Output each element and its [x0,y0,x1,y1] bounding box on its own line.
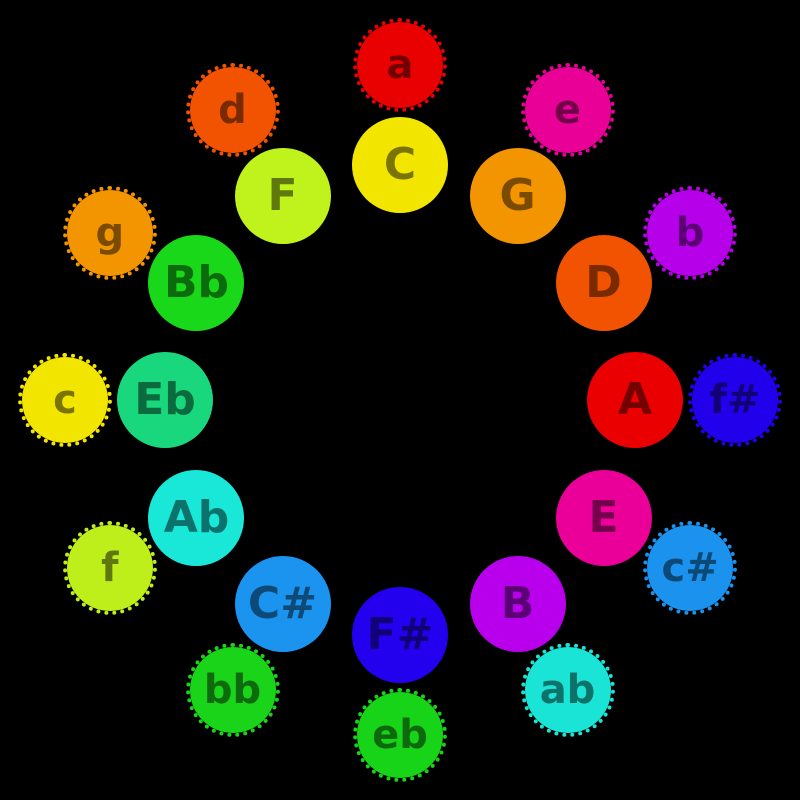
inner-key-label: G [499,174,535,218]
outer-key-node-e: e [523,65,613,155]
inner-key-node-Ab: Ab [148,470,244,566]
outer-key-label: d [218,90,247,130]
outer-key-label: e [554,90,581,130]
inner-key-label: Ab [164,496,230,540]
outer-key-node-ab: ab [523,645,613,735]
outer-key-node-csharp: c# [645,523,735,613]
outer-key-label: c# [661,548,718,588]
inner-key-node-Fsharp: F# [352,587,448,683]
inner-key-label: C [384,143,416,187]
outer-key-node-a: a [355,20,445,110]
outer-key-label: ab [540,670,596,710]
outer-key-node-d: d [188,65,278,155]
outer-key-node-bb: bb [188,645,278,735]
inner-key-label: Bb [164,261,229,305]
inner-key-label: C# [248,582,317,626]
inner-key-label: A [618,378,652,422]
outer-key-node-f: f [65,523,155,613]
outer-key-label: eb [372,715,428,755]
circle-of-fifths-diagram: Ca Ge Db Af# Ec# Bab F# eb C# bb Ab f Eb c Bbg Fd [0,0,800,800]
outer-key-label: g [96,213,125,253]
outer-key-node-g: g [65,188,155,278]
inner-key-node-A: A [587,352,683,448]
outer-key-label: f [101,548,118,588]
outer-key-label: b [676,213,705,253]
outer-key-node-c: c [20,355,110,445]
inner-key-node-Csharp: C# [235,556,331,652]
inner-key-node-B: B [470,556,566,652]
inner-key-node-F: F [235,148,331,244]
inner-key-node-Bb: Bb [148,235,244,331]
inner-key-label: F [267,174,297,218]
outer-key-node-fsharp: f# [690,355,780,445]
inner-key-label: B [501,582,535,626]
inner-key-node-C: C [352,117,448,213]
outer-key-label: bb [204,670,261,710]
inner-key-node-Eb: Eb [117,352,213,448]
inner-key-node-G: G [470,148,566,244]
outer-key-label: c [53,380,77,420]
outer-key-node-eb: eb [355,690,445,780]
inner-key-node-D: D [556,235,652,331]
outer-key-label: f# [710,380,761,420]
outer-key-node-b: b [645,188,735,278]
inner-key-label: D [585,261,622,305]
inner-key-node-E: E [556,470,652,566]
inner-key-label: E [588,496,618,540]
inner-key-label: Eb [134,378,196,422]
outer-key-label: a [387,45,414,85]
inner-key-label: F# [367,613,434,657]
